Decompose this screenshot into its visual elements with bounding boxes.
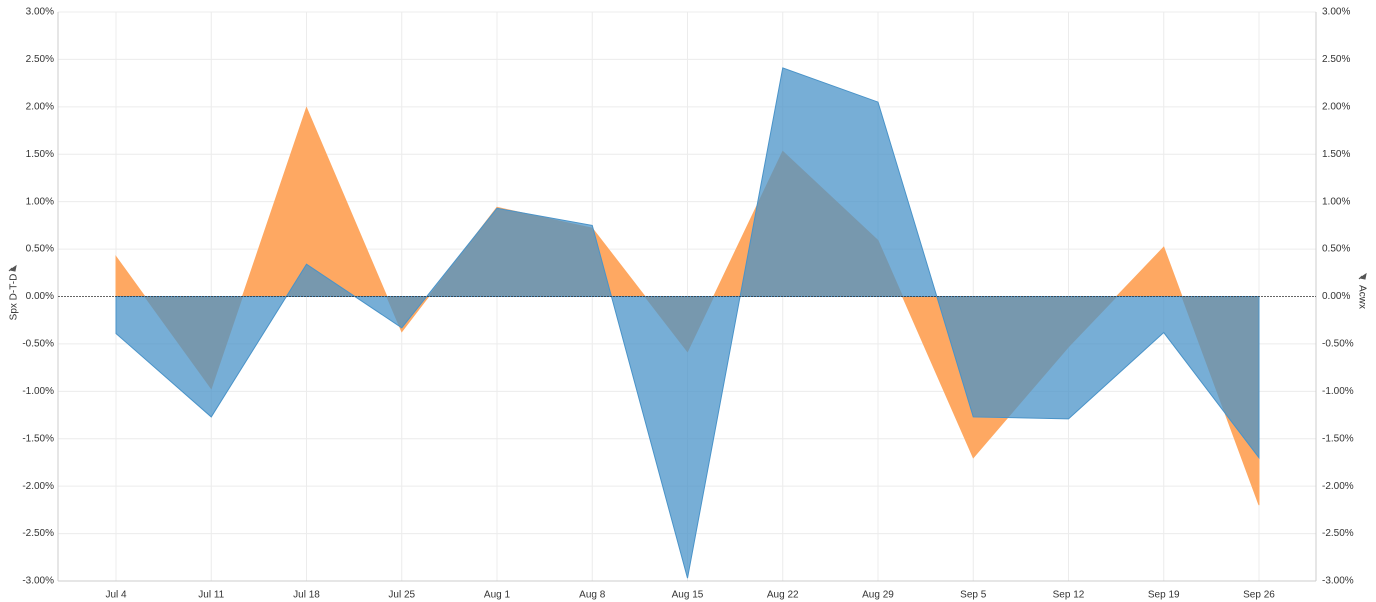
y-tick-label: -1.50% xyxy=(22,433,54,444)
y2-tick-label: 2.00% xyxy=(1322,101,1350,112)
y-tick-label: 3.00% xyxy=(26,7,54,18)
x-tick-label: Jul 4 xyxy=(105,590,127,601)
y-axis-label: Spx D-T-D xyxy=(9,274,20,321)
y2-tick-label: -3.00% xyxy=(1322,576,1354,587)
y2-tick-label: 2.50% xyxy=(1322,54,1350,65)
x-tick-label: Aug 1 xyxy=(484,590,511,601)
y-tick-label: 1.50% xyxy=(26,149,54,160)
y2-tick-label: 0.00% xyxy=(1322,291,1350,302)
y2-tick-label: 1.00% xyxy=(1322,196,1350,207)
x-tick-label: Jul 25 xyxy=(388,590,415,601)
y-tick-label: -2.50% xyxy=(22,528,54,539)
y-tick-label: 2.00% xyxy=(26,101,54,112)
pin-icon[interactable] xyxy=(1358,272,1367,280)
y2-tick-label: -2.00% xyxy=(1322,481,1354,492)
y2-tick-label: -0.50% xyxy=(1322,339,1354,350)
x-tick-label: Aug 22 xyxy=(767,590,799,601)
x-tick-label: Aug 15 xyxy=(672,590,704,601)
x-tick-label: Jul 18 xyxy=(293,590,320,601)
y2-tick-label: -1.50% xyxy=(1322,433,1354,444)
pin-icon[interactable] xyxy=(8,264,17,272)
y-tick-label: -1.00% xyxy=(22,386,54,397)
y2-tick-label: 0.50% xyxy=(1322,244,1350,255)
y-tick-label: 0.00% xyxy=(26,291,54,302)
y2-tick-label: -2.50% xyxy=(1322,528,1354,539)
y2-tick-label: 1.50% xyxy=(1322,149,1350,160)
area-series xyxy=(115,67,1260,579)
y2-tick-label: -1.00% xyxy=(1322,386,1354,397)
x-tick-label: Sep 12 xyxy=(1053,590,1085,601)
x-tick-label: Jul 11 xyxy=(198,590,224,601)
y2-tick-label: 3.00% xyxy=(1322,7,1350,18)
y-tick-label: 2.50% xyxy=(26,54,54,65)
y-tick-label: -3.00% xyxy=(22,576,54,587)
y2-axis-label: Acwx xyxy=(1356,285,1367,309)
y-tick-label: 0.50% xyxy=(26,244,54,255)
x-tick-label: Aug 8 xyxy=(579,590,606,601)
y-tick-label: -2.00% xyxy=(22,481,54,492)
y-tick-label: -0.50% xyxy=(22,339,54,350)
x-tick-label: Sep 5 xyxy=(960,590,987,601)
x-tick-label: Sep 19 xyxy=(1148,590,1180,601)
x-tick-label: Sep 26 xyxy=(1243,590,1275,601)
y-tick-label: 1.00% xyxy=(26,196,54,207)
x-tick-label: Aug 29 xyxy=(862,590,894,601)
